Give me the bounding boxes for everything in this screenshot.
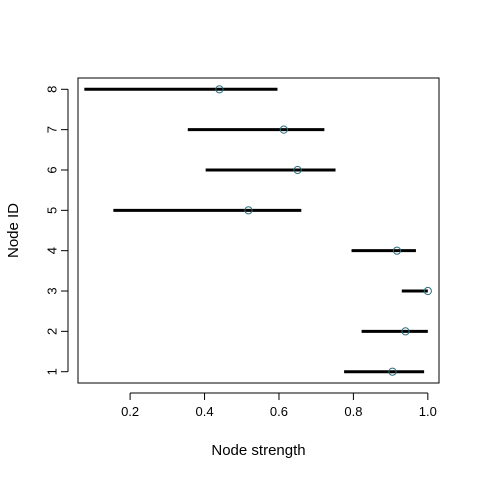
confidence-intervals — [84, 87, 428, 374]
y-tick-label: 4 — [45, 247, 60, 254]
y-tick-label: 5 — [45, 207, 60, 214]
x-axis: 0.2 0.4 0.6 0.8 1.0 — [121, 392, 437, 419]
y-tick-label: 7 — [45, 126, 60, 133]
y-tick-label: 1 — [45, 368, 60, 375]
plot-frame — [77, 77, 440, 384]
point-node-2 — [401, 327, 410, 336]
point-node-4 — [392, 246, 402, 255]
point-node-1 — [388, 367, 397, 376]
y-axis: 1 2 3 4 5 6 7 8 — [45, 86, 69, 375]
point-node-3 — [423, 286, 432, 296]
x-tick-label: 0.6 — [270, 404, 288, 419]
y-tick-label: 6 — [45, 166, 60, 173]
y-tick-label: 2 — [45, 328, 60, 335]
point-node-6 — [293, 165, 302, 175]
node-strength-points — [215, 85, 432, 376]
x-tick-label: 0.2 — [121, 404, 139, 419]
x-tick-label: 0.4 — [195, 404, 213, 419]
point-node-8 — [215, 85, 224, 94]
y-tick-label: 8 — [45, 86, 60, 93]
x-axis-title: Node strength — [211, 442, 305, 459]
x-tick-label: 0.8 — [344, 404, 362, 419]
y-tick-label: 3 — [45, 287, 60, 294]
point-node-7 — [279, 125, 288, 134]
point-node-5 — [244, 206, 253, 215]
x-tick-label: 1.0 — [419, 404, 437, 419]
y-axis-title: Node ID — [5, 203, 22, 258]
